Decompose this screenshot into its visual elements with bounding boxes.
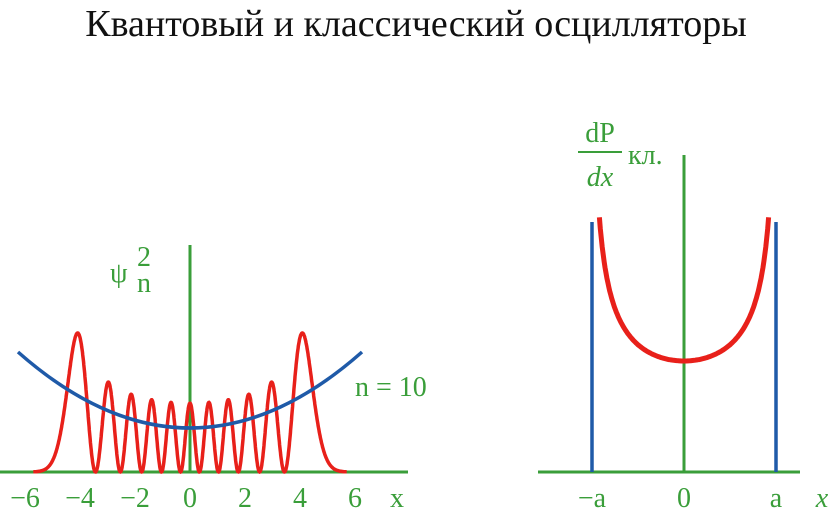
tick-label: −4 — [65, 483, 95, 514]
tick-label: −6 — [10, 483, 40, 514]
y-label-numerator: dP — [585, 118, 615, 149]
quantum-density — [33, 331, 347, 475]
tick-label: 0 — [183, 483, 197, 514]
tick-label: −a — [578, 483, 607, 514]
y-label-denominator: dx — [587, 162, 614, 193]
y-label-suffix: кл. — [628, 140, 663, 171]
y-label: ψ — [110, 258, 128, 289]
tick-label: 6 — [348, 483, 362, 514]
tick-label: 2 — [238, 483, 252, 514]
classical-density — [596, 217, 772, 364]
y-label-sup: 2 — [137, 242, 151, 273]
tick-label: a — [770, 483, 783, 514]
tick-label: 4 — [293, 483, 307, 514]
potential — [16, 350, 364, 430]
y-label-sub: n — [137, 268, 151, 299]
tick-label: 0 — [677, 483, 691, 514]
tick-label: −2 — [120, 483, 150, 514]
x-label: x — [815, 483, 829, 514]
title: Квантовый и классический осцилляторы — [85, 3, 747, 45]
x-label: x — [390, 483, 404, 514]
curve-label: n = 10 — [355, 372, 427, 403]
